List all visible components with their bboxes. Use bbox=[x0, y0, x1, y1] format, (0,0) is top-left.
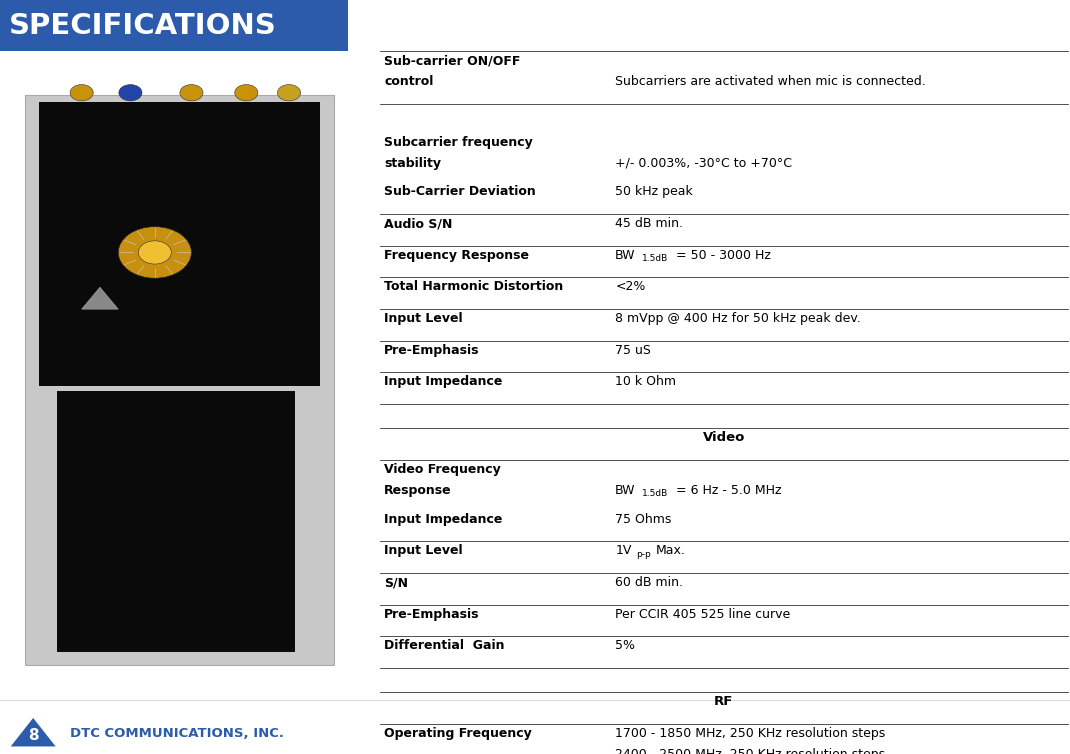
Text: = 6 Hz - 5.0 MHz: = 6 Hz - 5.0 MHz bbox=[675, 484, 781, 497]
Text: Video: Video bbox=[703, 431, 745, 444]
Text: BW: BW bbox=[615, 484, 636, 497]
Text: Per CCIR 405 525 line curve: Per CCIR 405 525 line curve bbox=[615, 608, 791, 621]
Text: Frequency Response: Frequency Response bbox=[384, 249, 530, 262]
FancyBboxPatch shape bbox=[0, 0, 348, 51]
Text: Input Impedance: Input Impedance bbox=[384, 375, 503, 388]
Text: Input Impedance: Input Impedance bbox=[384, 513, 503, 526]
Text: 8: 8 bbox=[28, 728, 39, 743]
Text: 1.5dB: 1.5dB bbox=[642, 254, 668, 263]
Text: 1700 - 1850 MHz, 250 KHz resolution steps: 1700 - 1850 MHz, 250 KHz resolution step… bbox=[615, 727, 886, 740]
Text: 1V: 1V bbox=[615, 544, 631, 557]
Text: 45 dB min.: 45 dB min. bbox=[615, 217, 684, 230]
FancyBboxPatch shape bbox=[58, 391, 295, 652]
Text: 1.5dB: 1.5dB bbox=[642, 489, 668, 498]
Text: Sub-carrier ON/OFF: Sub-carrier ON/OFF bbox=[384, 54, 520, 67]
Circle shape bbox=[119, 84, 142, 101]
Text: Audio S/N: Audio S/N bbox=[384, 217, 453, 230]
Text: 60 dB min.: 60 dB min. bbox=[615, 576, 684, 589]
Text: stability: stability bbox=[384, 157, 441, 170]
Circle shape bbox=[138, 241, 171, 264]
Text: SPECIFICATIONS: SPECIFICATIONS bbox=[9, 11, 276, 40]
Text: S/N: S/N bbox=[384, 576, 408, 589]
Text: Pre-Emphasis: Pre-Emphasis bbox=[384, 344, 479, 357]
Text: Sub-Carrier Deviation: Sub-Carrier Deviation bbox=[384, 185, 536, 198]
Text: RF: RF bbox=[714, 695, 734, 708]
Text: 10 k Ohm: 10 k Ohm bbox=[615, 375, 676, 388]
Text: DTC COMMUNICATIONS, INC.: DTC COMMUNICATIONS, INC. bbox=[70, 727, 284, 740]
Text: p-p: p-p bbox=[637, 550, 652, 559]
Text: Differential  Gain: Differential Gain bbox=[384, 639, 505, 652]
Text: Input Level: Input Level bbox=[384, 544, 462, 557]
Circle shape bbox=[234, 84, 258, 101]
Text: 2400 - 2500 MHz, 250 KHz resolution steps: 2400 - 2500 MHz, 250 KHz resolution step… bbox=[615, 748, 885, 754]
Text: Input Level: Input Level bbox=[384, 312, 462, 325]
Text: BW: BW bbox=[615, 249, 636, 262]
Text: +/- 0.003%, -30°C to +70°C: +/- 0.003%, -30°C to +70°C bbox=[615, 157, 792, 170]
Text: 75 uS: 75 uS bbox=[615, 344, 652, 357]
Circle shape bbox=[119, 227, 192, 278]
Text: Response: Response bbox=[384, 484, 452, 497]
Text: = 50 - 3000 Hz: = 50 - 3000 Hz bbox=[675, 249, 770, 262]
Text: Total Harmonic Distortion: Total Harmonic Distortion bbox=[384, 280, 564, 293]
Circle shape bbox=[277, 84, 301, 101]
Text: Video Frequency: Video Frequency bbox=[384, 463, 501, 476]
Text: 5%: 5% bbox=[615, 639, 636, 652]
Text: 75 Ohms: 75 Ohms bbox=[615, 513, 672, 526]
Text: 8 mVpp @ 400 Hz for 50 kHz peak dev.: 8 mVpp @ 400 Hz for 50 kHz peak dev. bbox=[615, 312, 861, 325]
Text: <2%: <2% bbox=[615, 280, 645, 293]
FancyBboxPatch shape bbox=[25, 95, 334, 665]
Circle shape bbox=[70, 84, 93, 101]
Text: Subcarriers are activated when mic is connected.: Subcarriers are activated when mic is co… bbox=[615, 75, 926, 88]
Text: Operating Frequency: Operating Frequency bbox=[384, 727, 532, 740]
Text: control: control bbox=[384, 75, 433, 88]
Text: 50 kHz peak: 50 kHz peak bbox=[615, 185, 693, 198]
Polygon shape bbox=[11, 718, 56, 746]
FancyBboxPatch shape bbox=[39, 103, 320, 386]
Text: Subcarrier frequency: Subcarrier frequency bbox=[384, 136, 533, 149]
Polygon shape bbox=[81, 287, 119, 309]
Text: Max.: Max. bbox=[656, 544, 685, 557]
Circle shape bbox=[180, 84, 203, 101]
Text: Pre-Emphasis: Pre-Emphasis bbox=[384, 608, 479, 621]
